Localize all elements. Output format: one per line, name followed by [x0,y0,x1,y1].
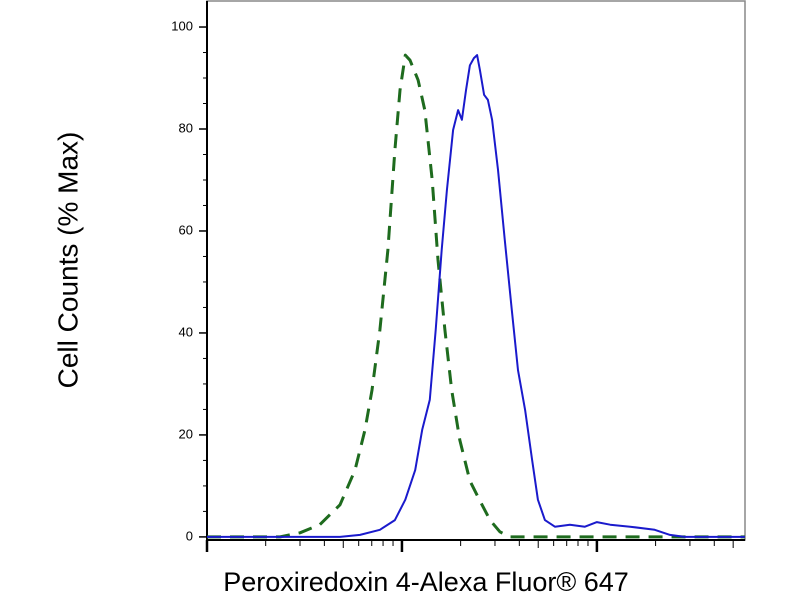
y-tick-label: 0 [186,528,193,543]
y-tick-label: 60 [179,222,193,237]
y-axis-label: Cell Counts (% Max) [52,132,83,389]
y-tick-label: 80 [179,120,193,135]
series-line [207,54,745,538]
y-tick-label: 20 [179,426,193,441]
y-tick-label: 100 [171,18,193,33]
y-tick-label: 40 [179,324,193,339]
series-line [207,53,745,539]
plot-frame [206,0,746,541]
x-axis-label: Peroxiredoxin 4-Alexa Fluor® 647 [223,567,629,597]
